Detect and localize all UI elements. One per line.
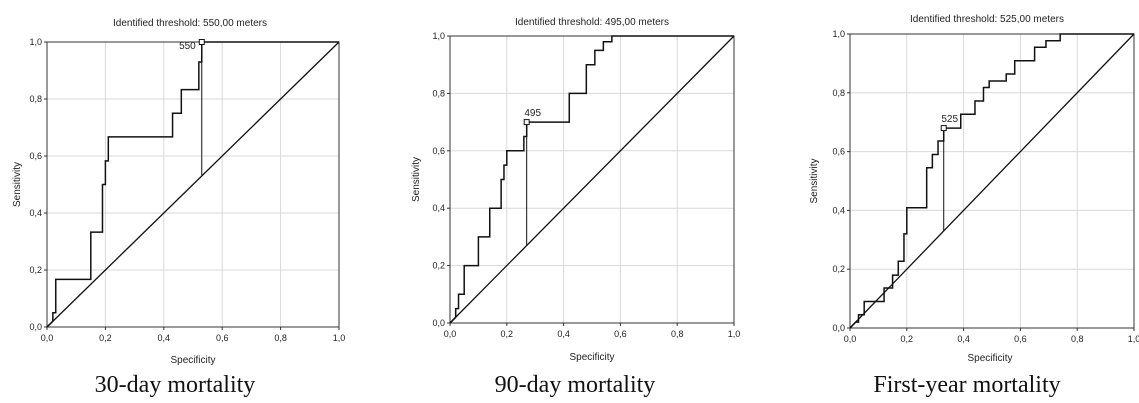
x-axis-label: Specificity bbox=[170, 355, 215, 366]
chart-caption: 90-day mortality bbox=[494, 372, 656, 398]
x-tick-label: 0,6 bbox=[216, 333, 229, 343]
y-axis-label: Sensitivity bbox=[411, 157, 422, 202]
x-tick-label: 0,6 bbox=[614, 329, 627, 339]
x-tick-label: 0,8 bbox=[274, 333, 287, 343]
chart-title: Identified threshold: 550,00 meters bbox=[113, 18, 267, 29]
threshold-marker bbox=[523, 119, 530, 126]
x-tick-label: 0,0 bbox=[444, 329, 457, 339]
chart-panel-30-day: Identified threshold: 550,00 meters 0,0 0,… bbox=[0, 0, 350, 403]
threshold-label: 495 bbox=[524, 108, 541, 119]
plot-frame bbox=[46, 41, 340, 328]
x-tick-label: 0,4 bbox=[557, 329, 570, 339]
y-tick-label: 0,4 bbox=[432, 203, 445, 213]
y-tick-label: 0,6 bbox=[29, 151, 42, 161]
x-tick-label: 0,2 bbox=[901, 334, 914, 344]
y-tick-label: 0,0 bbox=[29, 322, 42, 332]
threshold-marker bbox=[198, 39, 205, 45]
y-tick-label: 1,0 bbox=[29, 37, 42, 47]
x-tick-label: 0,4 bbox=[957, 334, 970, 344]
y-tick-label: 0,0 bbox=[832, 323, 845, 333]
reference-diagonal bbox=[46, 41, 340, 328]
chart-panel-90-day: Identified threshold: 495,00 meters 0,0 0,… bbox=[400, 0, 750, 403]
reference-diagonal bbox=[849, 33, 1135, 329]
y-tick-label: 0,8 bbox=[432, 88, 445, 98]
chart-caption: First-year mortality bbox=[873, 372, 1061, 398]
plot-frame bbox=[449, 35, 735, 324]
roc-curve bbox=[849, 33, 1134, 329]
y-tick-label: 0,8 bbox=[832, 88, 845, 98]
chart-panel-first-year: Identified threshold: 525,00 meters 0,0 0,… bbox=[795, 0, 1139, 403]
x-axis-label: Specificity bbox=[569, 352, 614, 363]
chart-caption: 30-day mortality bbox=[94, 372, 256, 398]
y-tick-label: 0,2 bbox=[29, 265, 42, 275]
x-tick-label: 0,4 bbox=[158, 333, 171, 343]
y-tick-label: 0,8 bbox=[29, 94, 42, 104]
roc-curve bbox=[449, 35, 734, 324]
x-tick-label: 0,0 bbox=[844, 334, 857, 344]
x-tick-label: 0,2 bbox=[99, 333, 112, 343]
y-axis-label: Sensitivity bbox=[12, 162, 23, 207]
x-tick-label: 0,8 bbox=[671, 329, 684, 339]
y-tick-label: 0,6 bbox=[832, 147, 845, 157]
roc-curve bbox=[46, 41, 339, 328]
x-tick-label: 0,0 bbox=[41, 333, 54, 343]
x-tick-label: 1,0 bbox=[333, 333, 346, 343]
y-tick-label: 0,2 bbox=[832, 264, 845, 274]
x-tick-label: 0,8 bbox=[1071, 334, 1084, 344]
y-tick-label: 1,0 bbox=[432, 31, 445, 41]
chart-title: Identified threshold: 525,00 meters bbox=[910, 14, 1064, 25]
y-tick-label: 0,2 bbox=[432, 261, 445, 271]
x-tick-label: 0,2 bbox=[501, 329, 514, 339]
x-axis-label: Specificity bbox=[967, 353, 1012, 364]
y-tick-label: 0,4 bbox=[29, 208, 42, 218]
x-tick-label: 1,0 bbox=[728, 329, 741, 339]
threshold-label: 525 bbox=[941, 114, 958, 125]
chart-title: Identified threshold: 495,00 meters bbox=[515, 17, 669, 28]
plot-frame bbox=[849, 33, 1135, 329]
threshold-label: 550 bbox=[179, 41, 196, 52]
y-axis-label: Sensitivity bbox=[809, 158, 820, 203]
y-tick-label: 0,4 bbox=[832, 205, 845, 215]
y-tick-label: 1,0 bbox=[832, 29, 845, 39]
reference-diagonal bbox=[449, 35, 735, 324]
x-tick-label: 1,0 bbox=[1128, 334, 1139, 344]
x-tick-label: 0,6 bbox=[1014, 334, 1027, 344]
threshold-marker bbox=[940, 125, 947, 132]
y-tick-label: 0,0 bbox=[432, 318, 445, 328]
y-tick-label: 0,6 bbox=[432, 146, 445, 156]
